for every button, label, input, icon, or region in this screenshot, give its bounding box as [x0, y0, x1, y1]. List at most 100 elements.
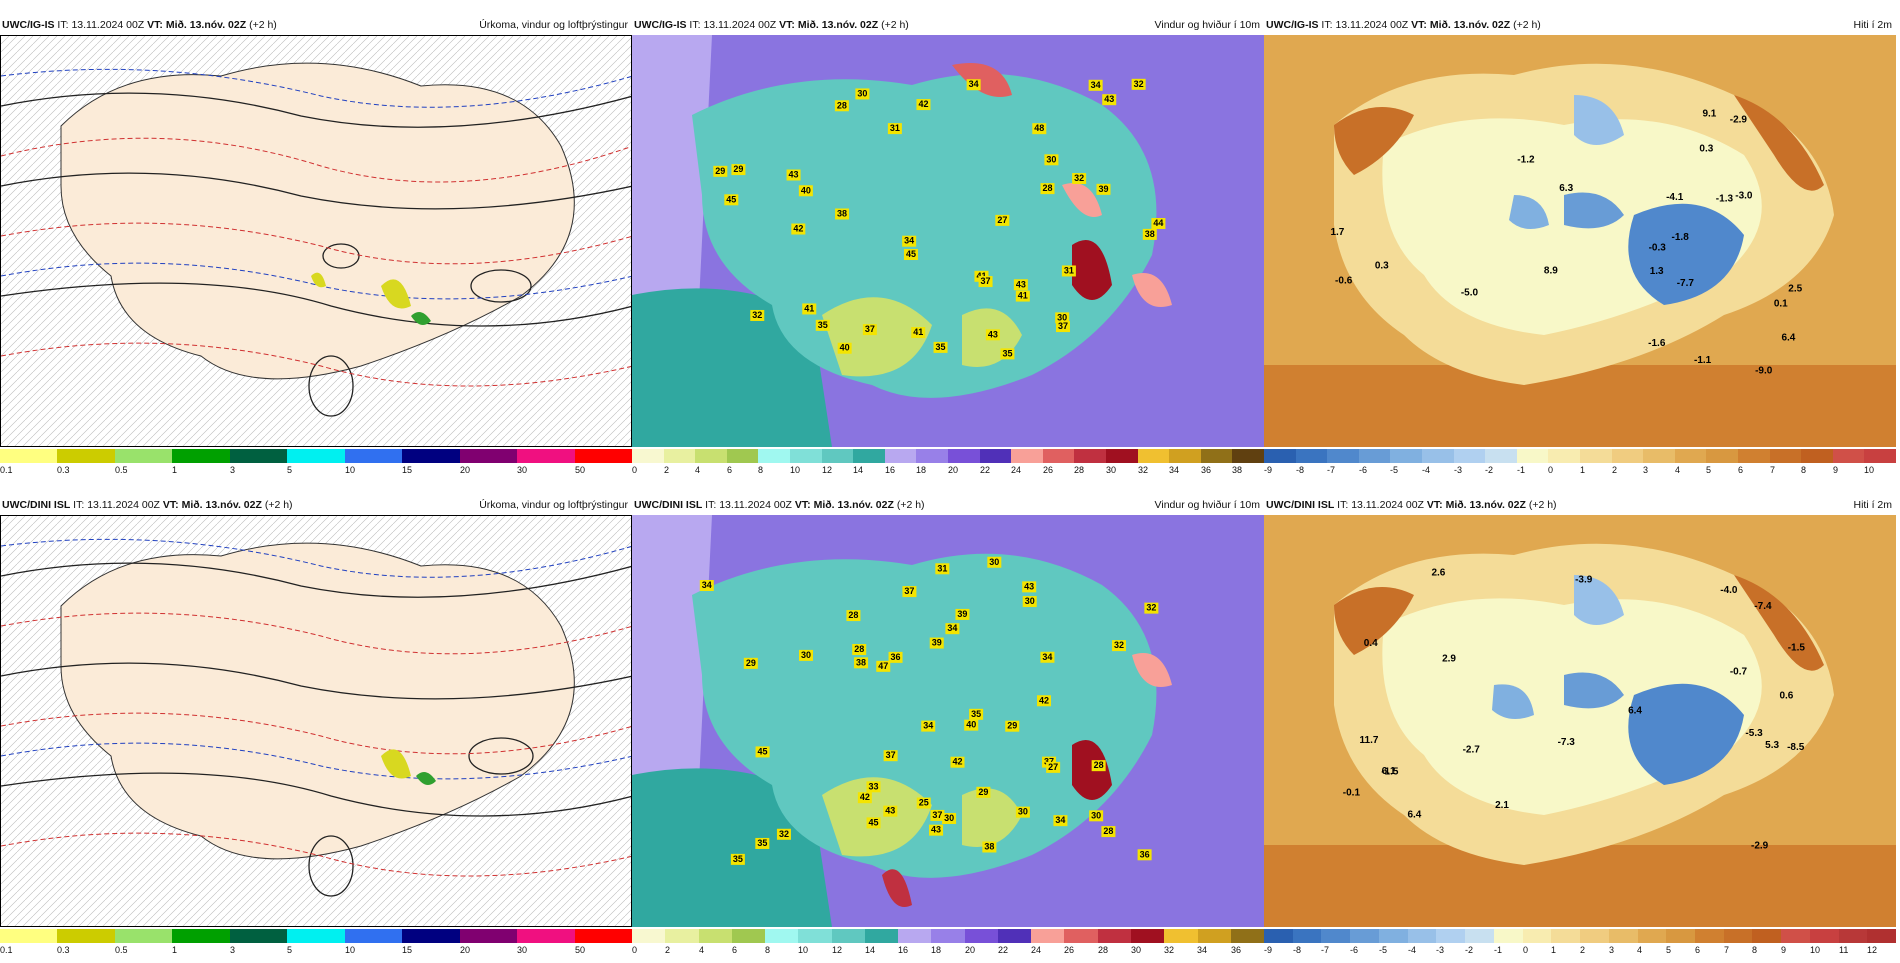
temp-swatch — [1551, 929, 1581, 943]
precip-swatch — [172, 449, 230, 463]
wind-tick-label: 18 — [931, 945, 942, 955]
wind-colorbar — [632, 449, 1264, 463]
gust-label-box — [837, 342, 852, 354]
wind-tick-label: 18 — [916, 465, 927, 475]
precip-tick-label: 5 — [287, 465, 293, 475]
gust-label-box — [750, 309, 765, 321]
temp-tick-label: -8 — [1293, 945, 1302, 955]
precip-map — [0, 35, 632, 447]
wind-swatch — [731, 929, 766, 943]
wind-swatch — [947, 449, 980, 463]
gust-value: 36 — [891, 652, 901, 662]
gust-label-box — [995, 214, 1010, 226]
precip-swatch — [517, 449, 575, 463]
temperature-value: -2.9 — [1751, 840, 1769, 851]
gust-value: 31 — [890, 123, 900, 133]
gust-label-box — [1061, 265, 1076, 277]
wind-swatch — [1011, 449, 1043, 463]
wind-tick-label: 14 — [853, 465, 864, 475]
wind-swatch — [979, 449, 1012, 463]
gust-value: 30 — [989, 557, 999, 567]
wind-colorbar-labels: 0 2 4 6 8 10 12 14 16 18 20 22 24 26 28 30 32 34 36 — [632, 945, 1264, 957]
temperature-value: -1.3 — [1716, 193, 1734, 204]
wind-tick-label: 28 — [1074, 465, 1085, 475]
temp-tick-label: 6 — [1695, 945, 1701, 955]
gust-value: 37 — [904, 586, 914, 596]
wind-swatch — [1042, 449, 1075, 463]
wind-tick-label: 22 — [980, 465, 991, 475]
temp-swatch — [1292, 929, 1322, 943]
gust-label-box — [755, 837, 770, 849]
wind-swatch — [726, 449, 759, 463]
wind-tick-label: 12 — [832, 945, 843, 955]
temp-swatch — [1643, 449, 1675, 463]
wind-swatch — [1137, 449, 1170, 463]
gust-value: 34 — [702, 580, 712, 590]
gust-value: 37 — [1058, 321, 1068, 331]
gust-label-box — [978, 276, 993, 288]
wind-tick-label: 32 — [1138, 465, 1149, 475]
wind-tick-label: 30 — [1131, 945, 1142, 955]
wind-tick-label: 26 — [1064, 945, 1075, 955]
gust-value: 29 — [733, 164, 743, 174]
gust-label-box — [887, 123, 902, 135]
wind-swatch — [853, 449, 885, 463]
temp-panel-row2: UWC/DINI ISL IT: 13.11.2024 00Z VT: Mið.… — [1264, 495, 1897, 963]
gust-label-box — [888, 651, 903, 663]
gust-value: 32 — [1114, 640, 1124, 650]
wind-tick-label: 2 — [664, 465, 670, 475]
precip-tick-label: 15 — [402, 465, 413, 475]
panel-header: UWC/IG-IS IT: 13.11.2024 00Z VT: Mið. 13… — [1264, 15, 1896, 35]
temp-tick-label: 8 — [1752, 945, 1758, 955]
gust-value: 29 — [715, 166, 725, 176]
panel-title: Vindur og hviður í 10m — [1154, 499, 1260, 511]
wind-swatch — [884, 449, 917, 463]
temp-tick-label: 7 — [1724, 945, 1730, 955]
gust-label-box — [883, 805, 898, 817]
gust-label-box — [929, 824, 944, 836]
gust-value: 41 — [804, 303, 814, 313]
temperature-value: -3.0 — [1735, 190, 1753, 201]
gust-label-box — [911, 327, 926, 339]
gust-label-box — [966, 79, 981, 91]
temperature-value: 2.5 — [1788, 283, 1802, 294]
gust-label-box — [1044, 154, 1059, 166]
gust-value: 40 — [801, 185, 811, 195]
gust-value: 29 — [1007, 721, 1017, 731]
temperature-value: 2.6 — [1431, 568, 1445, 579]
temperature-value: -8.5 — [1787, 742, 1805, 753]
temperature-value: 0.4 — [1364, 638, 1378, 649]
gust-value: 30 — [801, 650, 811, 660]
temperature-value: -4.1 — [1666, 192, 1684, 203]
gust-label-box — [902, 586, 917, 598]
gust-label-box — [799, 649, 814, 661]
wind-swatch — [632, 449, 664, 463]
temp-map: 1.3 2.5 -1.3 0.1 -1.6 0.3 -3.0 6.3 6.4 -1.1 -1.8 -0… — [1264, 35, 1896, 447]
temperature-value: -2.7 — [1463, 745, 1481, 756]
temp-tick-label: 1 — [1551, 945, 1557, 955]
temperature-value: -7.7 — [1677, 278, 1695, 289]
precip-colorbar — [0, 929, 632, 943]
gust-value: 35 — [757, 838, 767, 848]
wind-swatch — [698, 929, 732, 943]
wind-swatch — [1105, 449, 1138, 463]
wind-tick-label: 8 — [765, 945, 771, 955]
gust-label-box — [1089, 810, 1104, 822]
gust-label-box — [982, 841, 997, 853]
gust-label-box — [976, 786, 991, 798]
precip-tick-label: 0.1 — [0, 945, 13, 955]
gust-label-box — [1137, 849, 1152, 861]
temp-swatch — [1838, 929, 1868, 943]
wind-swatch — [1064, 929, 1098, 943]
gust-label-box — [1055, 321, 1070, 333]
temperature-value: 6.3 — [1559, 183, 1573, 194]
wind-swatch — [898, 929, 932, 943]
temp-swatch — [1516, 449, 1549, 463]
temp-swatch — [1864, 449, 1896, 463]
wind-swatch — [1230, 929, 1265, 943]
wind-tick-label: 24 — [1031, 945, 1042, 955]
model-name: UWC/DINI ISL — [634, 499, 703, 511]
wind-tick-label: 32 — [1164, 945, 1175, 955]
gust-value: 43 — [1104, 94, 1114, 104]
wind-swatch — [831, 929, 865, 943]
